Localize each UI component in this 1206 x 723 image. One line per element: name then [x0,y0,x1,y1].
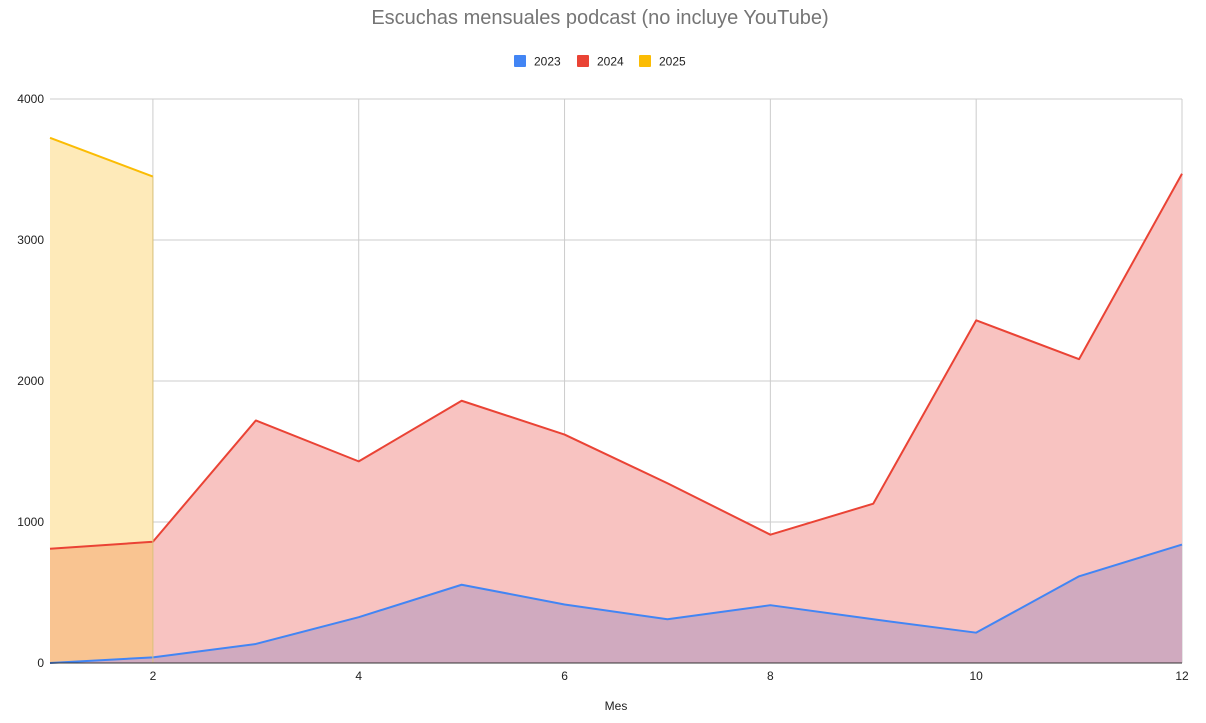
legend-item-2025[interactable]: 2025 [639,55,686,69]
x-tick-label: 10 [970,669,984,683]
legend-item-2024[interactable]: 2024 [577,55,624,69]
legend-label-2023: 2023 [534,55,561,69]
chart-title: Escuchas mensuales podcast (no incluye Y… [371,7,828,29]
y-tick-label: 1000 [17,515,44,529]
legend-swatch-2023 [514,55,526,67]
x-tick-label: 6 [561,669,568,683]
legend-label-2024: 2024 [597,55,624,69]
legend: 2023 2024 2025 [514,55,686,69]
legend-swatch-2025 [639,55,651,67]
line-2025 [49,136,154,178]
x-tick-label: 2 [150,669,157,683]
legend-item-2023[interactable]: 2023 [514,55,561,69]
area-2025 [50,137,153,663]
x-tick-label: 4 [355,669,362,683]
y-tick-label: 2000 [17,374,44,388]
line-2023 [49,543,1183,664]
plot-areas [50,137,1182,664]
area-2023 [50,544,1182,663]
x-axis-title: Mes [605,699,628,713]
legend-swatch-2024 [577,55,589,67]
y-tick-label: 0 [37,656,44,670]
line-2024 [49,173,1183,550]
axes: 0 1000 2000 3000 4000 2 4 6 8 10 12 [17,92,1189,683]
y-tick-label: 4000 [17,92,44,106]
y-tick-label: 3000 [17,233,44,247]
x-tick-label: 8 [767,669,774,683]
plot-lines [49,136,1183,664]
x-tick-label: 12 [1175,669,1189,683]
area-overlap-2024-2025 [50,541,153,663]
legend-label-2025: 2025 [659,55,686,69]
area-2024 [50,173,1182,664]
